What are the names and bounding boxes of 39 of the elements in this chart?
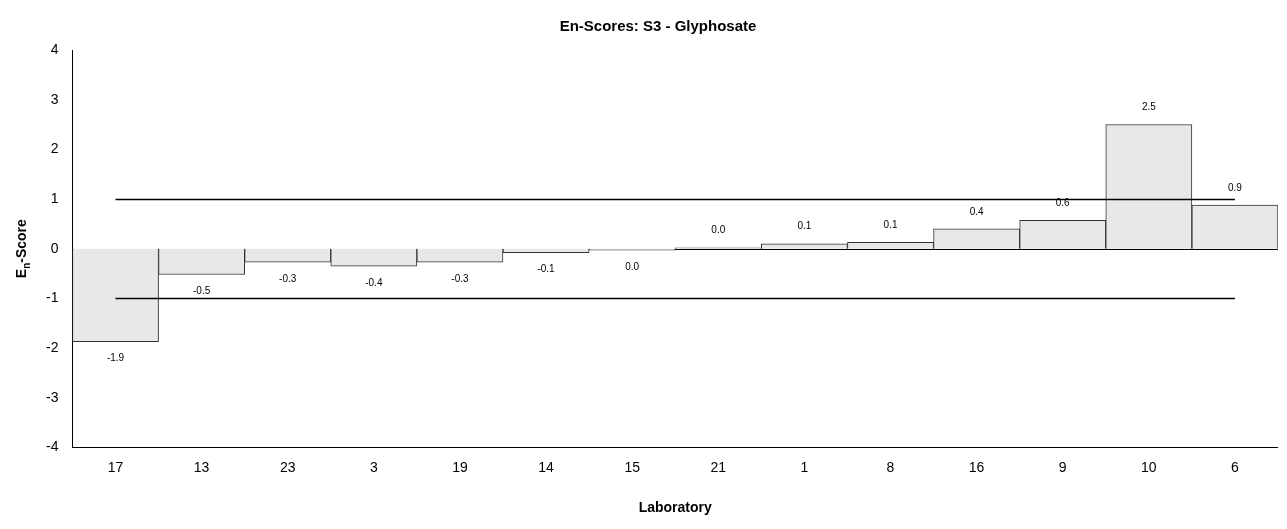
x-tick-label: 13 bbox=[193, 458, 210, 475]
data-label: 0.4 bbox=[969, 205, 984, 217]
x-tick-label: 6 bbox=[1231, 458, 1240, 475]
y-tick-label: 2 bbox=[50, 140, 59, 157]
x-axis-title: Laboratory bbox=[638, 499, 712, 516]
data-label: -0.3 bbox=[451, 272, 469, 284]
x-tick-label: 21 bbox=[710, 458, 727, 475]
x-tick-label: 14 bbox=[538, 458, 555, 475]
x-tick-label: 15 bbox=[624, 458, 641, 475]
x-tick-label: 23 bbox=[279, 458, 296, 475]
x-tick-label: 19 bbox=[452, 458, 468, 475]
y-tick-label: 3 bbox=[50, 90, 59, 107]
data-label: 0.1 bbox=[883, 218, 898, 230]
data-label: 0.1 bbox=[797, 220, 812, 232]
y-tick-label: -4 bbox=[46, 438, 59, 455]
y-tick-label: -3 bbox=[46, 388, 59, 405]
data-label: 0.0 bbox=[625, 260, 640, 272]
data-label: -0.3 bbox=[279, 272, 297, 284]
data-label: 0.0 bbox=[711, 224, 726, 236]
data-label: -0.5 bbox=[193, 285, 211, 297]
data-label: -1.9 bbox=[106, 352, 125, 364]
data-label: -0.4 bbox=[365, 276, 383, 288]
data-label: -0.1 bbox=[537, 263, 556, 275]
chart-title: En-Scores: S3 - Glyphosate bbox=[559, 17, 757, 35]
y-tick-label: 4 bbox=[50, 40, 59, 57]
x-tick-label: 10 bbox=[1141, 458, 1157, 475]
x-tick-label: 16 bbox=[968, 458, 985, 475]
x-tick-label: 1 bbox=[800, 458, 809, 475]
y-tick-label: 1 bbox=[50, 189, 59, 206]
x-tick-label: 8 bbox=[886, 458, 895, 475]
y-tick-label: 0 bbox=[50, 239, 59, 256]
x-tick-label: 17 bbox=[107, 458, 124, 475]
y-tick-label: -1 bbox=[46, 289, 59, 306]
data-label: 0.9 bbox=[1227, 181, 1243, 193]
data-label: 2.5 bbox=[1141, 101, 1157, 113]
x-tick-label: 3 bbox=[369, 458, 378, 475]
y-tick-label: -2 bbox=[46, 338, 59, 355]
y-axis-title: En-Score bbox=[12, 218, 32, 279]
x-tick-label: 9 bbox=[1058, 458, 1067, 475]
